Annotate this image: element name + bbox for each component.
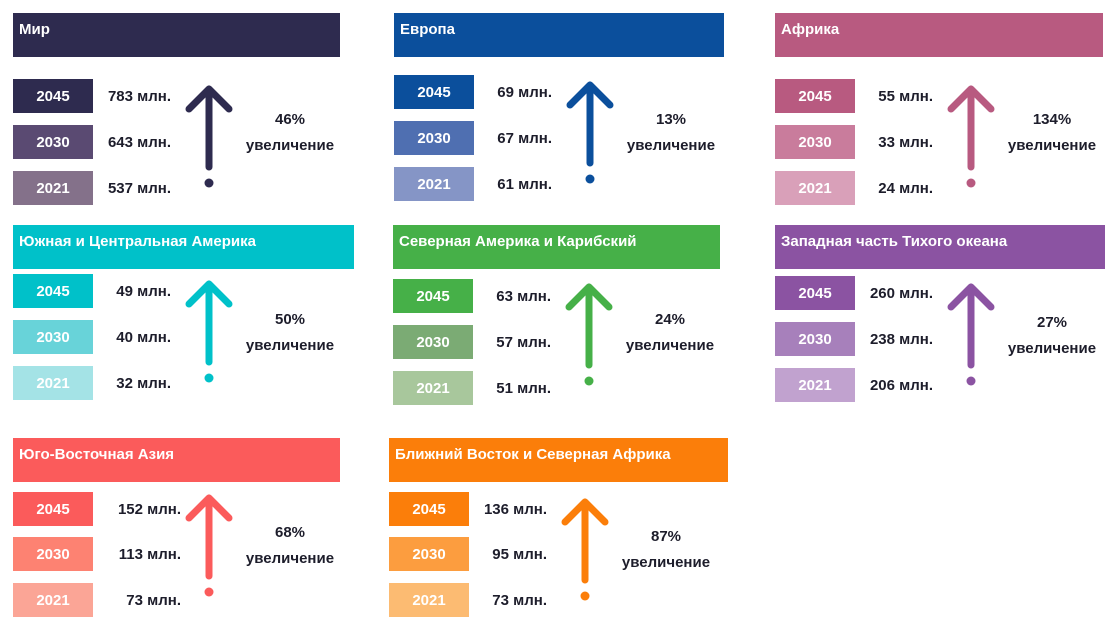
up-arrow-icon [947,283,995,386]
year-label: 2045 [394,75,474,109]
region-title: Мир [13,13,340,57]
year-label: 2030 [13,320,93,354]
region-panel: Африка 2045 55 млн. 2030 33 млн. 2021 24 млн. 1… [775,13,1105,208]
growth-caption: увеличение [626,137,716,154]
year-label: 2045 [389,492,469,526]
year-label: 2021 [394,167,474,201]
diabetes-count-value: 61 млн. [497,175,552,193]
growth-label: 87% увеличение [611,524,721,576]
year-label: 2045 [13,492,93,526]
region-panel: Европа 2045 69 млн. 2030 67 млн. 2021 61 млн. 1… [394,13,724,208]
growth-percent: 87% [650,528,682,545]
year-label: 2045 [393,279,473,313]
region-panel: Мир 2045 783 млн. 2030 643 млн. 2021 537 млн. 4… [13,13,343,208]
up-arrow-icon [566,81,614,184]
diabetes-count-value: 57 млн. [496,333,551,351]
year-label: 2021 [13,366,93,400]
year-label: 2045 [775,276,855,310]
region-title: Европа [394,13,724,57]
diabetes-count-value: 55 млн. [878,87,933,105]
diabetes-count-value: 24 млн. [878,179,933,197]
growth-percent: 27% [1036,314,1068,331]
year-label: 2021 [389,583,469,617]
growth-percent: 13% [655,111,687,128]
growth-label: 46% увеличение [235,107,345,159]
diabetes-count-value: 537 млн. [107,179,171,197]
year-label: 2030 [394,121,474,155]
growth-label: 50% увеличение [235,307,345,359]
region-title: Западная часть Тихого океана [775,225,1105,269]
up-arrow-icon [947,85,995,188]
diabetes-count-value: 152 млн. [117,500,181,518]
year-label: 2045 [775,79,855,113]
up-arrow-icon [185,280,233,383]
growth-percent: 50% [274,311,306,328]
year-label: 2021 [13,171,93,205]
growth-caption: увеличение [1007,137,1097,154]
diabetes-count-value: 63 млн. [496,287,551,305]
growth-percent: 24% [654,311,686,328]
region-panel: Западная часть Тихого океана 2045 260 млн.… [775,225,1105,420]
up-arrow-icon [561,498,609,601]
diabetes-count-value: 67 млн. [497,129,552,147]
diabetes-count-value: 260 млн. [869,284,933,302]
diabetes-count-value: 783 млн. [107,87,171,105]
up-arrow-icon [185,494,233,597]
diabetes-count-value: 33 млн. [878,133,933,151]
growth-caption: увеличение [621,554,711,571]
year-label: 2030 [13,125,93,159]
diabetes-count-value: 51 млн. [496,379,551,397]
year-label: 2045 [13,79,93,113]
growth-caption: увеличение [245,550,335,567]
diabetes-count-value: 73 млн. [492,591,547,609]
region-title: Юго-Восточная Азия [13,438,340,482]
year-label: 2030 [389,537,469,571]
diabetes-count-value: 49 млн. [116,282,171,300]
year-label: 2021 [393,371,473,405]
year-label: 2030 [393,325,473,359]
diabetes-count-value: 69 млн. [497,83,552,101]
year-label: 2030 [13,537,93,571]
up-arrow-icon [565,283,613,386]
growth-label: 24% увеличение [615,307,725,359]
region-panel: Южная и Центральная Америка 2045 49 млн. 20… [13,225,354,420]
diabetes-count-value: 206 млн. [869,376,933,394]
diabetes-count-value: 113 млн. [118,545,181,563]
diabetes-count-value: 73 млн. [126,591,181,609]
region-title: Северная Америка и Карибский [393,225,720,269]
growth-label: 68% увеличение [235,520,345,572]
year-label: 2021 [775,368,855,402]
region-title: Южная и Центральная Америка [13,225,354,269]
growth-label: 13% увеличение [616,107,726,159]
growth-caption: увеличение [245,137,335,154]
growth-caption: увеличение [1007,340,1097,357]
diabetes-count-value: 238 млн. [869,330,933,348]
growth-caption: увеличение [625,337,715,354]
region-title: Африка [775,13,1103,57]
year-label: 2021 [775,171,855,205]
year-label: 2030 [775,322,855,356]
region-panel: Северная Америка и Карибский 2045 63 млн. 2… [393,225,723,420]
growth-label: 27% увеличение [997,310,1107,362]
growth-label: 134% увеличение [997,107,1107,159]
diabetes-count-value: 95 млн. [492,545,547,563]
diabetes-count-value: 40 млн. [116,328,171,346]
growth-percent: 46% [274,111,306,128]
growth-percent: 134% [1032,111,1072,128]
up-arrow-icon [185,85,233,188]
growth-caption: увеличение [245,337,335,354]
year-label: 2021 [13,583,93,617]
diabetes-count-value: 32 млн. [116,374,171,392]
region-title: Ближний Восток и Северная Африка [389,438,728,482]
diabetes-count-value: 643 млн. [107,133,171,151]
diabetes-count-value: 136 млн. [483,500,547,518]
year-label: 2030 [775,125,855,159]
region-panel: Ближний Восток и Северная Африка 2045 136 … [389,438,728,633]
growth-percent: 68% [274,524,306,541]
region-panel: Юго-Восточная Азия 2045 152 млн. 2030 113 мл… [13,438,343,633]
year-label: 2045 [13,274,93,308]
